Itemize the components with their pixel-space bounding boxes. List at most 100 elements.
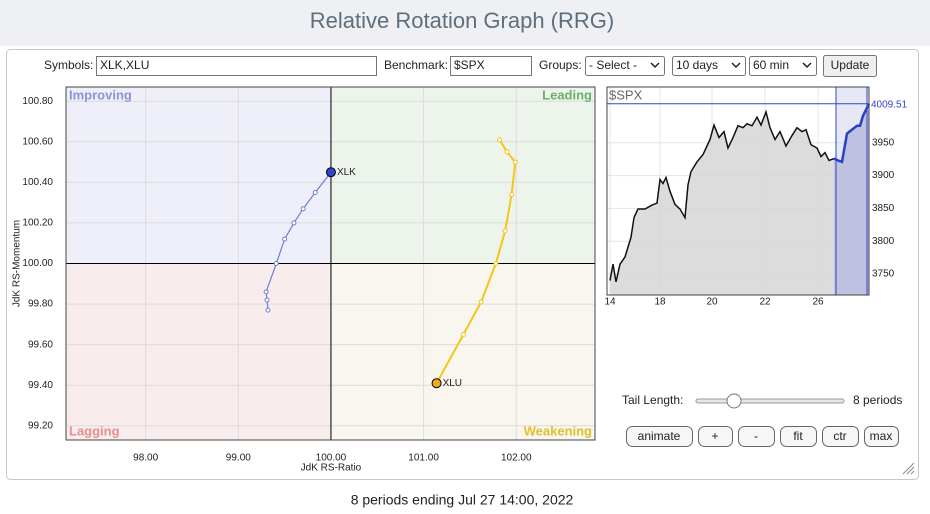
quadrant-label: Improving bbox=[69, 87, 132, 102]
button-text: max bbox=[870, 429, 893, 443]
page-title: Relative Rotation Graph (RRG) bbox=[310, 8, 614, 33]
y-tick-label: 99.20 bbox=[28, 420, 53, 431]
tail-value: 8 periods bbox=[853, 393, 902, 407]
y-tick-label: 100.00 bbox=[22, 258, 53, 269]
tail-point bbox=[460, 332, 466, 338]
tail-point bbox=[291, 220, 297, 226]
price-area bbox=[834, 103, 869, 295]
x-tick-label: 18 bbox=[654, 297, 666, 308]
button[interactable] bbox=[780, 426, 817, 447]
quadrant-label: Lagging bbox=[69, 423, 120, 438]
button[interactable] bbox=[626, 426, 693, 447]
update-button[interactable] bbox=[823, 55, 877, 77]
y-tick-label: 100.60 bbox=[22, 136, 53, 147]
quadrant-label: Leading bbox=[542, 87, 592, 102]
period-select[interactable] bbox=[672, 56, 746, 76]
header-bar bbox=[0, 0, 930, 46]
groups-select[interactable] bbox=[585, 56, 665, 76]
groups-select-text: - Select - bbox=[589, 58, 637, 72]
y-tick-label: 99.40 bbox=[28, 380, 53, 391]
control-label: Benchmark: bbox=[384, 58, 448, 72]
footer: 8 periods ending Jul 27 14:00, 2022 bbox=[351, 492, 574, 508]
button-text: + bbox=[711, 429, 718, 443]
y-tick-label: 3900 bbox=[872, 170, 895, 181]
tail-point bbox=[509, 192, 515, 198]
x-tick-label: 98.00 bbox=[133, 453, 158, 464]
y-tick-label: 100.80 bbox=[22, 96, 53, 107]
tail-point bbox=[478, 299, 484, 305]
tail-point bbox=[504, 149, 510, 155]
y-tick-label: 3950 bbox=[872, 137, 895, 148]
dropdown-arrow bbox=[731, 62, 741, 69]
quadrant bbox=[330, 87, 595, 264]
dropdown-arrow bbox=[650, 62, 660, 69]
x-tick-label: 26 bbox=[812, 297, 824, 308]
control-label: Groups: bbox=[539, 58, 582, 72]
x-tick-label: 14 bbox=[604, 297, 616, 308]
series-label: XLK bbox=[337, 167, 356, 178]
plot-frame bbox=[606, 86, 870, 296]
x-tick-label: 99.00 bbox=[226, 453, 251, 464]
tail-label: Tail Length: bbox=[622, 393, 683, 407]
quadrant bbox=[66, 87, 331, 264]
tail-head[interactable] bbox=[431, 378, 442, 389]
button-text: animate bbox=[638, 429, 681, 443]
benchmark-input-text: $SPX bbox=[454, 58, 485, 72]
tail-point bbox=[264, 297, 270, 303]
quadrant bbox=[330, 263, 595, 440]
tail-head[interactable] bbox=[325, 167, 336, 178]
x-tick-label: 102.00 bbox=[501, 453, 532, 464]
tail-point bbox=[263, 289, 269, 295]
y-tick-label: 3750 bbox=[872, 269, 895, 280]
quadrant-label: Weakening bbox=[524, 423, 592, 438]
tail-point bbox=[300, 206, 306, 212]
button[interactable] bbox=[738, 426, 775, 447]
x-axis-label: JdK RS-Ratio bbox=[301, 463, 362, 474]
y-axis-label: JdK RS-Momentum bbox=[12, 220, 23, 307]
button[interactable] bbox=[864, 426, 899, 447]
slider-track[interactable] bbox=[695, 398, 845, 404]
y-tick-label: 99.80 bbox=[28, 299, 53, 310]
tail-point bbox=[497, 137, 503, 143]
x-tick-label: 100.00 bbox=[316, 453, 347, 464]
y-tick-label: 3850 bbox=[872, 203, 895, 214]
tail-point bbox=[312, 189, 318, 195]
interval-select[interactable] bbox=[749, 56, 817, 76]
benchmark-input[interactable] bbox=[450, 56, 532, 76]
y-tick-label: 99.60 bbox=[28, 339, 53, 350]
x-tick-label: 20 bbox=[706, 297, 718, 308]
price-line bbox=[609, 109, 835, 283]
y-tick-label: 100.40 bbox=[22, 177, 53, 188]
y-tick-label: 3800 bbox=[872, 236, 895, 247]
slider-knob[interactable] bbox=[726, 393, 742, 409]
tail-point bbox=[273, 261, 279, 266]
x-tick-label: 101.00 bbox=[408, 453, 439, 464]
tail-point bbox=[282, 236, 288, 242]
tail-point bbox=[502, 228, 508, 234]
update-button-text: Update bbox=[831, 58, 870, 72]
resize-handle[interactable] bbox=[902, 462, 915, 475]
button-text: - bbox=[754, 429, 758, 443]
tail-point bbox=[493, 261, 499, 266]
x-tick-label: 22 bbox=[759, 297, 771, 308]
control-label: Symbols: bbox=[44, 58, 93, 72]
chart-title: $SPX bbox=[609, 87, 643, 102]
symbols-input[interactable] bbox=[96, 56, 377, 76]
plot-frame bbox=[65, 86, 596, 441]
quadrant bbox=[66, 263, 331, 440]
tail-point bbox=[512, 159, 518, 165]
interval-select-text: 60 min bbox=[753, 58, 789, 72]
series-label: XLU bbox=[443, 378, 462, 389]
y-tick-label: 100.20 bbox=[22, 218, 53, 229]
symbols-input-text: XLK,XLU bbox=[100, 58, 149, 72]
button[interactable] bbox=[822, 426, 859, 447]
button-text: ctr bbox=[833, 429, 846, 443]
dropdown-arrow bbox=[802, 62, 812, 69]
period-select-text: 10 days bbox=[676, 58, 718, 72]
tail-point bbox=[265, 307, 271, 313]
price-area bbox=[610, 111, 834, 296]
last-value-label: 4009.51 bbox=[871, 99, 908, 110]
button-text: fit bbox=[793, 429, 803, 443]
button[interactable] bbox=[698, 426, 733, 447]
